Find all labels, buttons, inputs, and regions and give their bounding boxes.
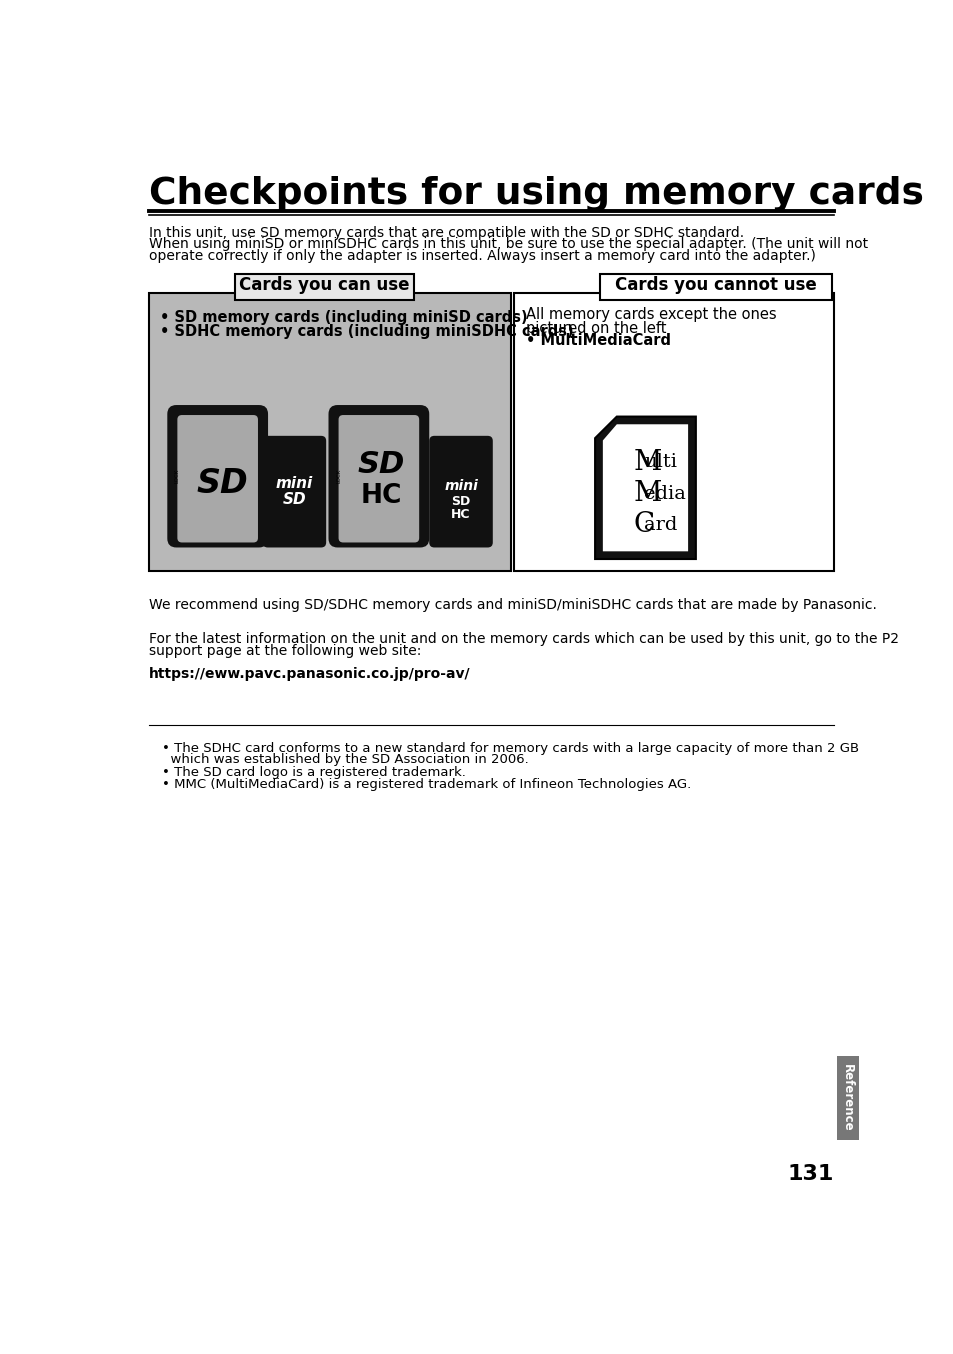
Text: mini
SD: mini SD — [275, 477, 313, 508]
Bar — [235, 274, 414, 299]
Text: When using miniSD or miniSDHC cards in this unit, be sure to use the special ada: When using miniSD or miniSDHC cards in t… — [149, 237, 867, 252]
Text: SD
HC: SD HC — [451, 496, 470, 521]
Text: • MMC (MultiMediaCard) is a registered trademark of Infineon Technologies AG.: • MMC (MultiMediaCard) is a registered t… — [162, 777, 690, 791]
Text: For the latest information on the unit and on the memory cards which can be used: For the latest information on the unit a… — [149, 632, 898, 646]
Text: • MultiMediaCard: • MultiMediaCard — [525, 333, 670, 348]
Text: ulti: ulti — [643, 454, 677, 471]
Text: • The SD card logo is a registered trademark.: • The SD card logo is a registered trade… — [162, 766, 465, 779]
Text: • The SDHC card conforms to a new standard for memory cards with a large capacit: • The SDHC card conforms to a new standa… — [162, 742, 858, 754]
Text: Cards you can use: Cards you can use — [239, 276, 410, 294]
Text: C: C — [633, 512, 654, 539]
Text: Reference: Reference — [841, 1064, 853, 1132]
Text: We recommend using SD/SDHC memory cards and miniSD/miniSDHC cards that are made : We recommend using SD/SDHC memory cards … — [149, 597, 876, 612]
Text: ard: ard — [643, 516, 677, 533]
Text: which was established by the SD Association in 2006.: which was established by the SD Associat… — [162, 753, 528, 766]
Polygon shape — [602, 424, 687, 551]
Text: LOCK: LOCK — [335, 468, 341, 483]
Text: SD: SD — [196, 467, 249, 500]
Text: HC: HC — [360, 483, 401, 509]
Text: edia: edia — [643, 485, 685, 502]
FancyBboxPatch shape — [167, 405, 268, 547]
Text: SD: SD — [356, 451, 404, 479]
Text: 131: 131 — [786, 1163, 833, 1183]
Text: support page at the following web site:: support page at the following web site: — [149, 645, 420, 658]
Polygon shape — [595, 417, 695, 559]
Text: M: M — [633, 448, 661, 475]
Text: M: M — [633, 481, 661, 506]
Text: All memory cards except the ones: All memory cards except the ones — [525, 307, 776, 322]
Text: Cards you cannot use: Cards you cannot use — [615, 276, 816, 294]
FancyBboxPatch shape — [328, 405, 429, 547]
Text: mini: mini — [444, 479, 477, 493]
Text: pictured on the left: pictured on the left — [525, 321, 666, 336]
Text: operate correctly if only the adapter is inserted. Always insert a memory card i: operate correctly if only the adapter is… — [149, 249, 815, 263]
FancyBboxPatch shape — [338, 416, 418, 543]
Text: Checkpoints for using memory cards: Checkpoints for using memory cards — [149, 176, 923, 213]
Text: • SD memory cards (including miniSD cards): • SD memory cards (including miniSD card… — [160, 310, 527, 325]
Bar — [836, 1056, 858, 1140]
Bar — [599, 274, 831, 299]
FancyBboxPatch shape — [177, 416, 257, 543]
Text: In this unit, use SD memory cards that are compatible with the SD or SDHC standa: In this unit, use SD memory cards that a… — [149, 226, 743, 240]
FancyBboxPatch shape — [429, 436, 493, 547]
Text: • SDHC memory cards (including miniSDHC cards): • SDHC memory cards (including miniSDHC … — [160, 324, 574, 340]
Text: LOCK: LOCK — [174, 468, 180, 483]
Bar — [149, 294, 510, 570]
FancyBboxPatch shape — [262, 436, 326, 547]
Text: https://eww.pavc.panasonic.co.jp/pro-av/: https://eww.pavc.panasonic.co.jp/pro-av/ — [149, 666, 470, 681]
Bar — [514, 294, 833, 570]
